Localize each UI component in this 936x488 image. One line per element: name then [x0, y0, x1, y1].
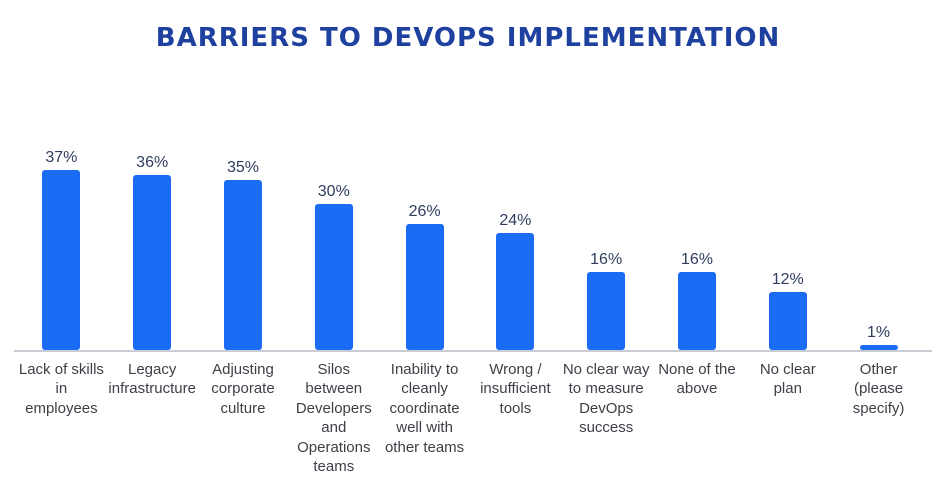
- bar-column: 26%: [379, 140, 470, 350]
- bar-category-label-text: Lack of skills in employees: [18, 360, 104, 417]
- bar-column: 16%: [652, 140, 743, 350]
- bar-category-label: No clear way to measure DevOps success: [561, 360, 652, 477]
- bar-category-label: Adjusting corporate culture: [198, 360, 289, 477]
- bar-category-label: Other (please specify): [833, 360, 924, 477]
- bar-category-label: Lack of skills in employees: [16, 360, 107, 477]
- bar-category-label-text: No clear way to measure DevOps success: [562, 360, 650, 437]
- bar: [677, 271, 716, 350]
- bar: [314, 203, 353, 350]
- bar: [859, 344, 898, 350]
- bar-value-label: 16%: [590, 250, 623, 268]
- bar-column: 30%: [288, 140, 379, 350]
- x-axis-line: [14, 349, 932, 352]
- bar-value-label: 35%: [226, 158, 259, 176]
- bar-value-label: 1%: [867, 323, 891, 341]
- bar-value-label: 37%: [45, 148, 78, 166]
- bar-category-label: No clear plan: [742, 360, 833, 477]
- bar-category-label-text: Legacy infrastructure: [108, 360, 196, 398]
- bar-category-label-text: Silos between Developers and Operations …: [295, 360, 372, 476]
- bar-value-label: 30%: [317, 182, 350, 200]
- bar-category-label-text: Adjusting corporate culture: [211, 360, 275, 417]
- bar-category-label-text: Inability to cleanly coordinate well wit…: [384, 360, 465, 456]
- bar-column: 35%: [198, 140, 289, 350]
- bar-column: 36%: [107, 140, 198, 350]
- bar-column: 1%: [833, 140, 924, 350]
- bar-category-label-text: Other (please specify): [852, 360, 905, 417]
- bar: [223, 179, 262, 350]
- bar: [42, 169, 81, 350]
- bar-plot: 37% 36% 35% 30% 26% 24% 16% 16% 12% 1%: [0, 140, 936, 350]
- bar-category-label: Silos between Developers and Operations …: [288, 360, 379, 477]
- bar-category-label-text: Wrong / insufficient tools: [480, 360, 551, 417]
- bar-value-label: 24%: [499, 211, 532, 229]
- bar-column: 12%: [742, 140, 833, 350]
- bar-category-label: Legacy infrastructure: [107, 360, 198, 477]
- bar: [405, 223, 444, 350]
- bar-value-label: 16%: [680, 250, 713, 268]
- bar-value-label: 36%: [136, 153, 169, 171]
- bar-column: 37%: [16, 140, 107, 350]
- chart-title: BARRIERS TO DEVOPS IMPLEMENTATION: [155, 23, 781, 53]
- bar-category-label: None of the above: [652, 360, 743, 477]
- chart-canvas: BARRIERS TO DEVOPS IMPLEMENTATION 37% 36%…: [0, 22, 936, 488]
- bar: [587, 271, 626, 350]
- bar-category-label: Wrong / insufficient tools: [470, 360, 561, 477]
- bar: [133, 174, 172, 350]
- bar-value-label: 12%: [771, 270, 804, 288]
- bar: [496, 232, 535, 350]
- category-labels: Lack of skills in employees Legacy infras…: [0, 360, 936, 477]
- bar-value-label: 26%: [408, 202, 441, 220]
- bar-category-label-text: No clear plan: [759, 360, 816, 398]
- bar-category-label: Inability to cleanly coordinate well wit…: [379, 360, 470, 477]
- bar-column: 24%: [470, 140, 561, 350]
- bar: [768, 291, 807, 350]
- bar-column: 16%: [561, 140, 652, 350]
- bar-category-label-text: None of the above: [658, 360, 736, 398]
